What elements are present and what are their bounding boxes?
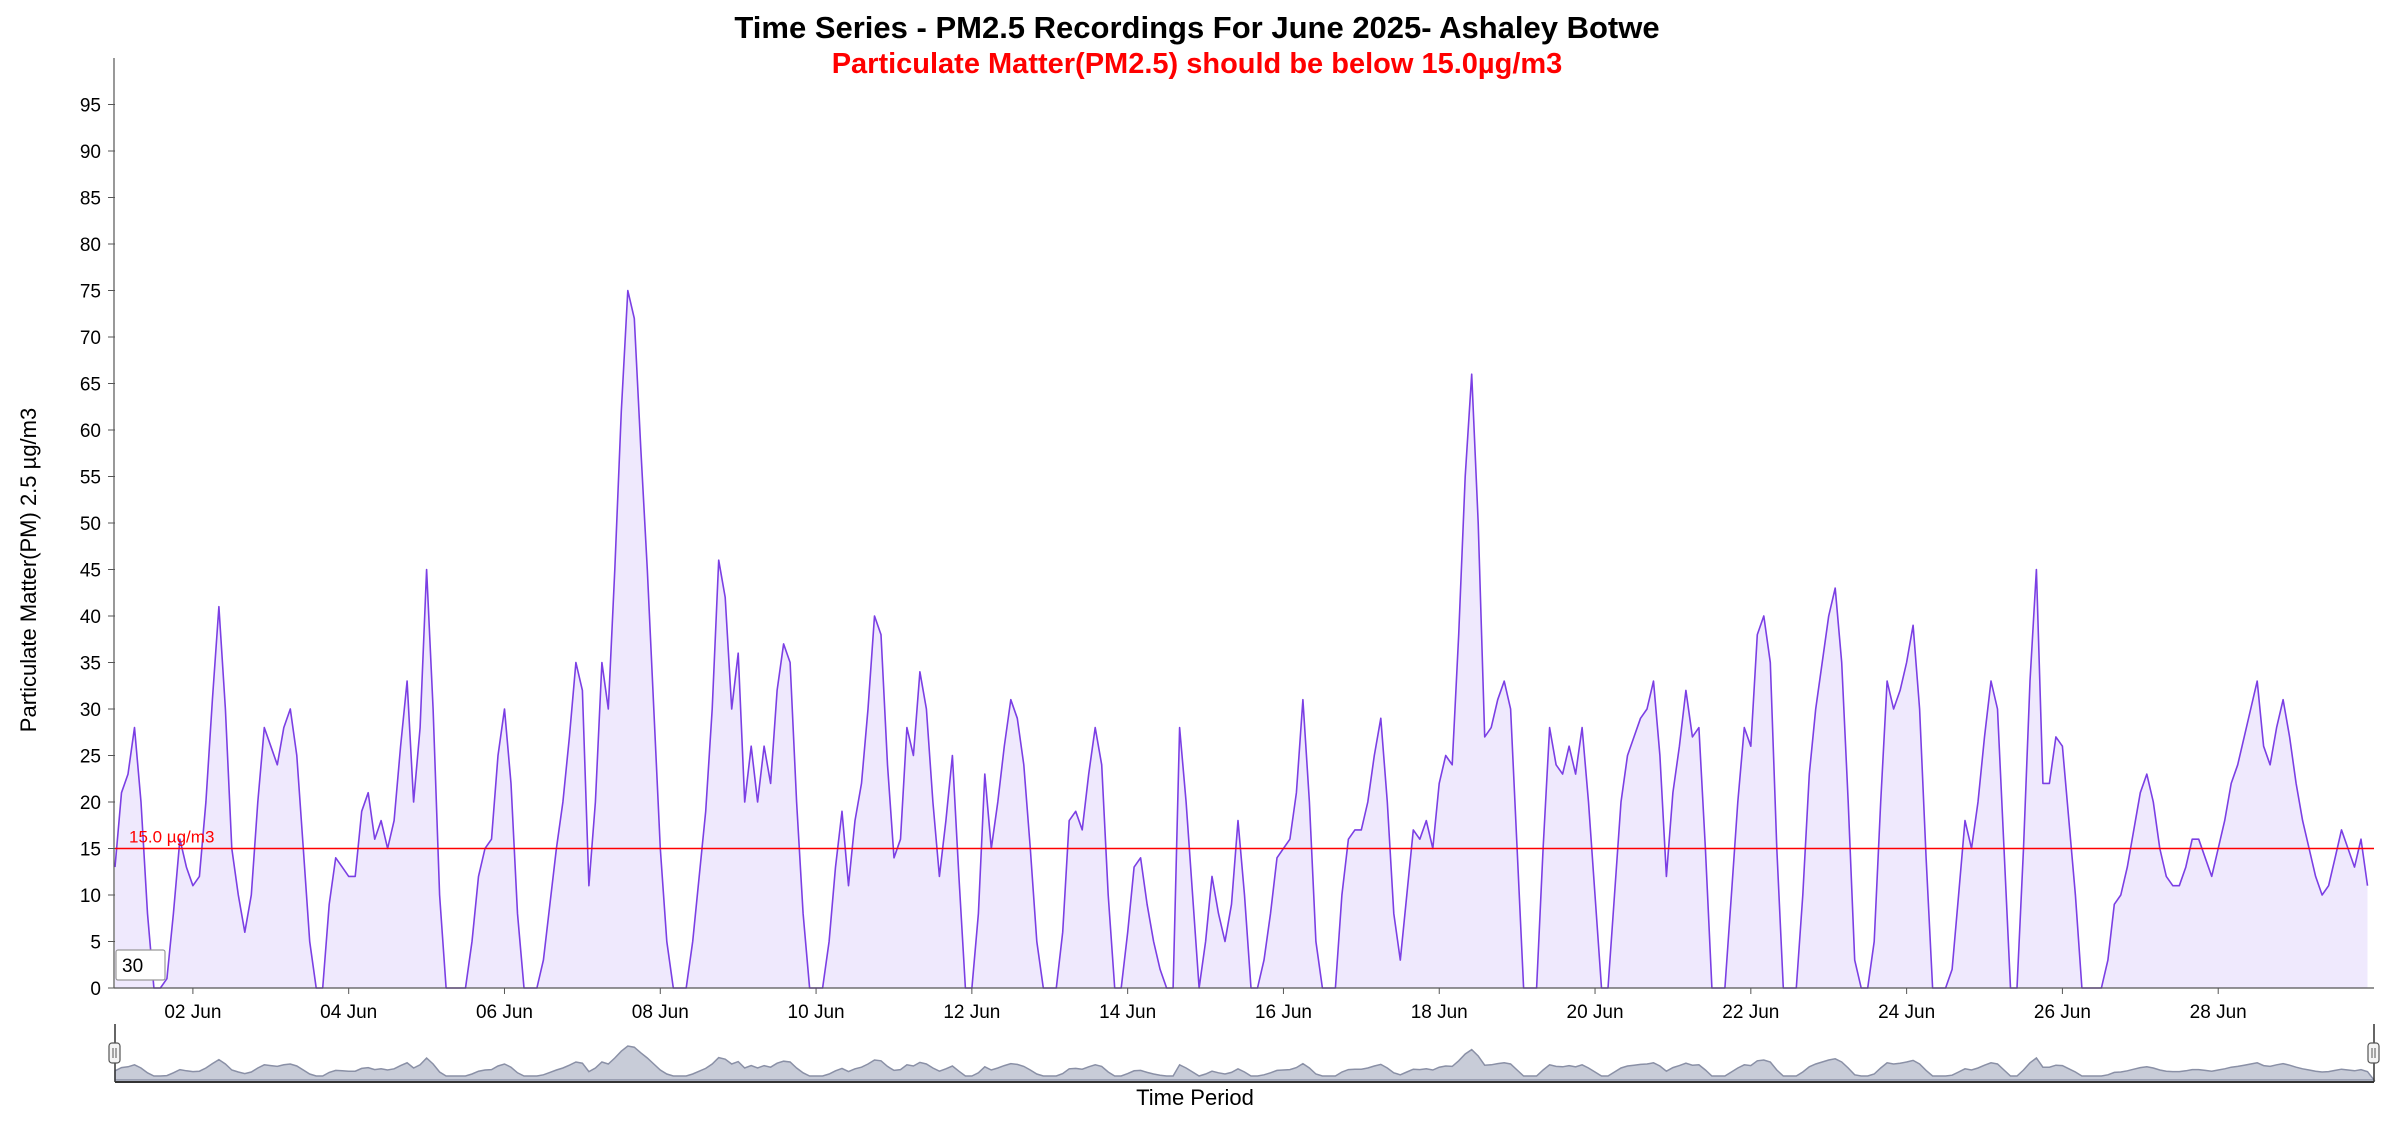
y-tick-label: 25: [80, 747, 101, 768]
y-tick-label: 60: [80, 421, 101, 442]
y-tick-label: 80: [80, 235, 101, 256]
y-tick-label: 75: [80, 282, 101, 303]
x-tick-label: 28 Jun: [2190, 1002, 2247, 1023]
x-tick-label: 04 Jun: [320, 1002, 377, 1023]
x-tick-label: 14 Jun: [1099, 1002, 1156, 1023]
x-axis-ticks: 02 Jun 04 Jun 06 Jun 08 Jun 10 Jun 12 Jun 14 J…: [164, 988, 2247, 1023]
x-tick-label: 10 Jun: [788, 1002, 845, 1023]
chart-subtitle: Particulate Matter(PM2.5) should be belo…: [831, 48, 1563, 80]
y-tick-label: 45: [80, 561, 101, 582]
range-selector-value: 30: [122, 956, 143, 977]
x-tick-label: 06 Jun: [476, 1002, 533, 1023]
y-tick-label: 70: [80, 328, 101, 349]
x-tick-label: 08 Jun: [632, 1002, 689, 1023]
navigator-left-handle[interactable]: [108, 1042, 121, 1064]
threshold-label: 15.0 µg/m3: [129, 828, 214, 847]
x-tick-label: 16 Jun: [1255, 1002, 1312, 1023]
navigator-area: [114, 1045, 2376, 1081]
y-tick-label: 0: [90, 979, 101, 1000]
y-tick-label: 10: [80, 886, 101, 907]
x-axis-label: Time Period: [1136, 1085, 1254, 1110]
y-tick-label: 65: [80, 375, 101, 396]
series-area-layer: [114, 289, 2369, 989]
y-axis-ticks: 0 5 10 15 20 25 30 35 40 45 50 55 60 65 70 75 80 85 90 95: [80, 96, 115, 1000]
y-tick-label: 40: [80, 607, 101, 628]
y-tick-label: 35: [80, 654, 101, 675]
y-tick-label: 85: [80, 189, 101, 210]
navigator-right-handle[interactable]: [2367, 1042, 2380, 1064]
y-axis-label: Particulate Matter(PM) 2.5 µg/m3: [16, 408, 41, 732]
y-tick-label: 15: [80, 840, 101, 861]
x-tick-label: 20 Jun: [1567, 1002, 1624, 1023]
chart-title: Time Series - PM2.5 Recordings For June …: [734, 10, 1660, 45]
x-tick-label: 26 Jun: [2034, 1002, 2091, 1023]
range-selector-box[interactable]: 30: [115, 949, 166, 981]
y-tick-label: 30: [80, 700, 101, 721]
series-area-fill: [115, 290, 2368, 988]
series-line: [114, 289, 2369, 989]
y-tick-label: 90: [80, 142, 101, 163]
navigator[interactable]: [108, 1024, 2380, 1083]
x-tick-label: 24 Jun: [1878, 1002, 1935, 1023]
y-tick-label: 55: [80, 468, 101, 489]
x-tick-label: 22 Jun: [1722, 1002, 1779, 1023]
y-tick-label: 95: [80, 96, 101, 117]
x-tick-label: 12 Jun: [943, 1002, 1000, 1023]
x-tick-label: 18 Jun: [1411, 1002, 1468, 1023]
x-tick-label: 02 Jun: [164, 1002, 221, 1023]
y-tick-label: 50: [80, 514, 101, 535]
y-tick-label: 20: [80, 793, 101, 814]
y-tick-label: 5: [90, 933, 101, 954]
threshold-layer: 15.0 µg/m3: [115, 828, 2374, 850]
